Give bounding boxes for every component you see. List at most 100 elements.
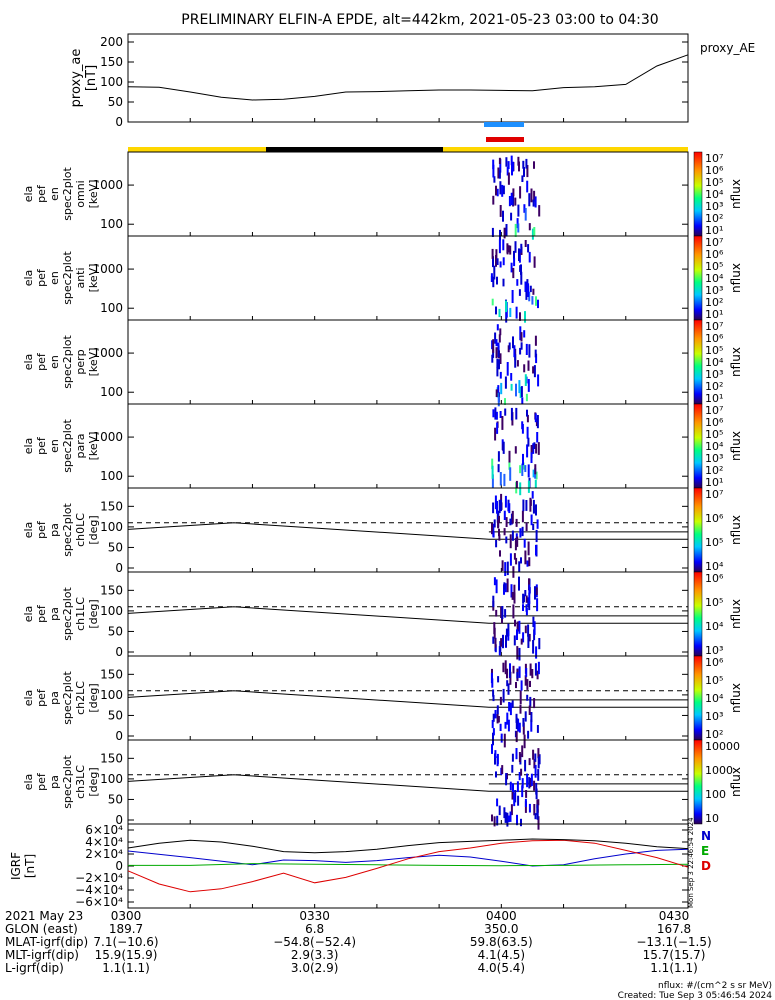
spectrogram-pixel: [507, 630, 510, 641]
spectrogram-pixel: [533, 161, 535, 169]
spectrogram-pixel: [519, 528, 522, 538]
spectrogram-pixel: [493, 816, 496, 827]
spectrogram-pixel: [498, 334, 501, 343]
spectrogram-pixel: [514, 446, 517, 454]
spectrogram-pixel: [524, 374, 527, 386]
spectrogram-pixel: [527, 464, 530, 478]
spectrogram-pixel: [493, 577, 496, 586]
y-tick-label: 150: [100, 751, 123, 765]
row-value: 3.0(2.9): [291, 961, 339, 975]
spectrogram-pixel: [496, 815, 499, 826]
colorbar-tick-label: 10⁶: [705, 656, 724, 669]
spectrogram-pixel: [496, 422, 499, 434]
spectrogram-pixel: [491, 474, 494, 489]
colorbar-tick-label: 10³: [705, 710, 723, 723]
spectrogram-pixel: [506, 712, 509, 725]
y-axis-label-line: pa: [48, 775, 61, 789]
row-value: 4.0(5.4): [478, 961, 526, 975]
row-label: MLAT-igrf(dip): [5, 935, 88, 949]
y-axis-label-line: IGRF: [9, 852, 23, 880]
spectrogram-pixel: [526, 444, 529, 458]
panel-frame: [127, 403, 689, 489]
y-axis-label-line: ela: [22, 774, 35, 791]
spectrogram-pixel: [531, 669, 534, 679]
spectrogram-pixel: [496, 258, 499, 265]
spectrogram-pixel: [523, 204, 526, 213]
spectrogram-pixel: [506, 680, 509, 687]
colorbar-tick-label: 10⁷: [705, 404, 723, 417]
spectrogram-pixel: [512, 188, 515, 197]
spectrogram-pixel: [494, 750, 497, 758]
spectrogram-pixel: [524, 281, 527, 292]
spectrogram-pixel: [492, 695, 495, 702]
spectrogram-pixel: [530, 445, 533, 459]
spectrogram-pixel: [535, 587, 538, 595]
spectrogram-pixel: [516, 781, 519, 793]
spectrogram-pixel: [531, 228, 534, 240]
y-tick-label: 100: [100, 75, 123, 89]
spectrogram-pixel: [527, 541, 530, 556]
spectrogram-pixel: [503, 528, 506, 536]
spectrogram-pixel: [491, 298, 494, 306]
spectrogram-pixel: [526, 165, 529, 178]
spectrogram-pixel: [496, 358, 499, 368]
spectrogram-pixel: [519, 347, 522, 355]
note-line: Created: Tue Sep 3 05:46:54 2024: [618, 991, 773, 1000]
igrf-N-line: [127, 848, 689, 867]
spectrogram-pixel: [515, 480, 518, 489]
y-tick-label: 150: [100, 583, 123, 597]
spectrogram-pixel: [532, 469, 535, 478]
y-axis-label-line: spec2plot: [61, 419, 74, 473]
y-axis-label: elapefenspec2plotomni[keV]: [22, 167, 100, 221]
y-axis-label-line: [deg]: [87, 767, 100, 796]
spectrogram-pixel: [494, 753, 496, 765]
spectrogram-pixel: [515, 717, 518, 730]
colorbar-tick-label: 10⁴: [705, 620, 724, 633]
spectrogram-pixel: [532, 366, 535, 374]
row-value: 0400: [486, 909, 517, 923]
spectrogram-pixel: [497, 716, 500, 723]
spectrogram-pixel: [522, 722, 525, 735]
spectrogram-pixel: [503, 227, 506, 239]
proxy-ae-line: [127, 54, 689, 101]
row-value: −13.1(−1.5): [636, 935, 711, 949]
y-tick-label: 100: [100, 301, 123, 315]
spectrogram-pixel: [524, 550, 527, 565]
spectrogram-pixel: [500, 499, 502, 512]
y-tick-label: 0: [115, 729, 123, 743]
spectrogram-pixel: [524, 240, 527, 247]
colorbar-label: nflux: [729, 515, 743, 545]
spectrogram-pixel: [526, 694, 529, 701]
plot-title: PRELIMINARY ELFIN-A EPDE, alt=442km, 202…: [181, 12, 658, 28]
spectrogram-pixel: [513, 635, 516, 646]
spectrogram-pixel: [509, 307, 512, 317]
spectrogram-pixel: [516, 672, 519, 679]
spectrogram-pixel: [497, 519, 500, 529]
spectrogram-pixel: [496, 324, 499, 331]
y-axis-label: IGRF[nT]: [9, 852, 37, 880]
spectrogram-pixel: [503, 473, 506, 487]
y-axis-label-line: [nT]: [84, 65, 99, 91]
spectrogram-pixel: [524, 311, 526, 323]
spectrogram-pixel: [518, 248, 520, 261]
spectrogram-pixel: [492, 164, 495, 178]
colorbar-tick-label: 10⁴: [705, 692, 724, 705]
spectrogram-pixel: [507, 683, 510, 695]
spectrogram-pixel: [498, 499, 501, 514]
spectrogram-pixel: [505, 773, 508, 786]
spectrogram-pixel: [492, 256, 494, 268]
colorbar-tick-label: 10⁶: [705, 416, 724, 429]
spectrogram-pixel: [492, 409, 495, 418]
spectrogram-pixel: [500, 638, 503, 647]
spectrogram-pixel: [534, 196, 537, 208]
spectrogram-pixel: [511, 290, 514, 303]
spectrogram-pixel: [505, 309, 508, 318]
colorbar-tick-label: 10¹: [705, 476, 723, 489]
y-axis-label-line: ch0LC: [74, 513, 87, 547]
spectrogram-pixel: [496, 512, 499, 523]
spectrogram-pixel: [518, 772, 521, 781]
spectrogram-pixel: [517, 156, 520, 166]
spectrogram-pixel: [537, 756, 540, 769]
y-tick-label: 200: [100, 35, 123, 49]
row-value: 6.8: [305, 922, 324, 936]
